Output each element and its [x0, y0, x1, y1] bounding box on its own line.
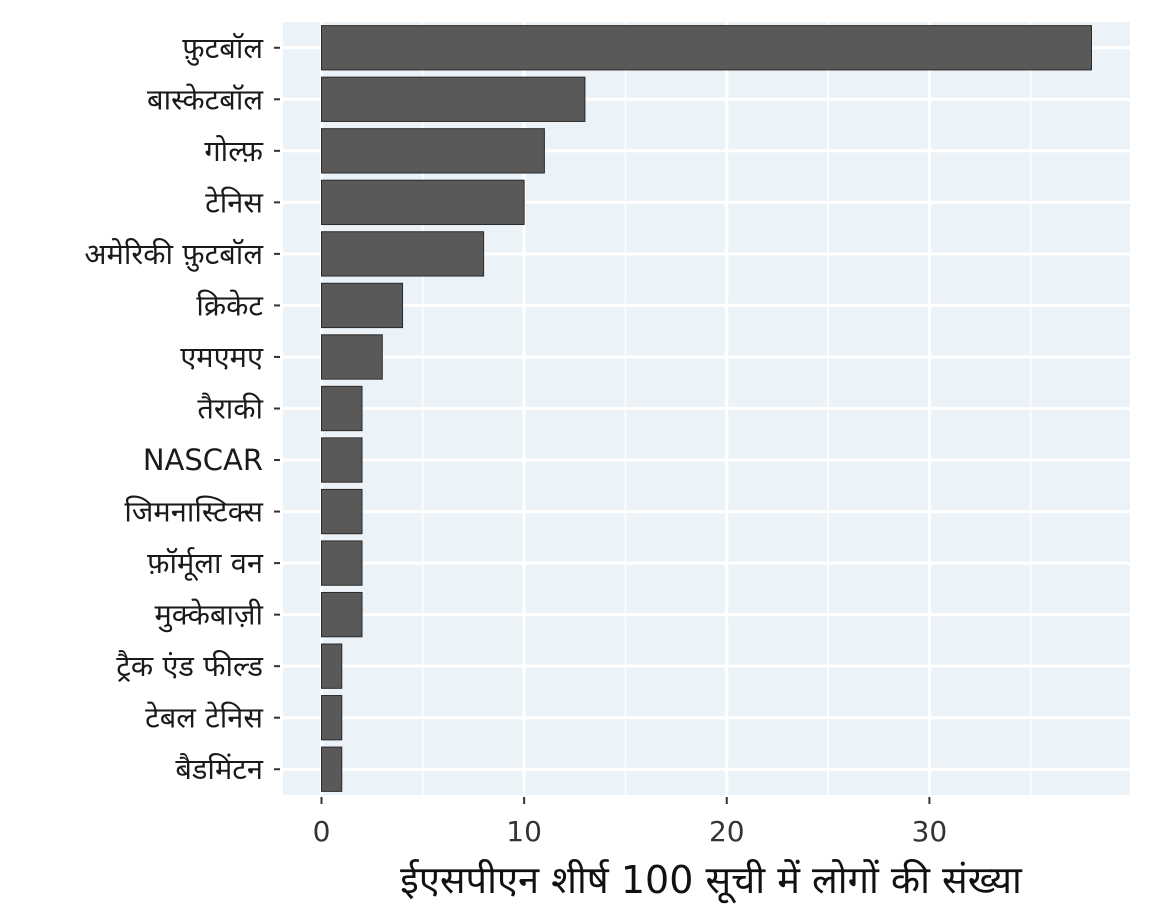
bar	[321, 695, 343, 741]
x-axis-title: ईएसपीएन शीर्ष 100 सूची में लोगों की संख्…	[400, 858, 1023, 904]
bar	[321, 643, 343, 689]
bar	[321, 591, 363, 638]
category-label: अमेरिकी फ़ुटबॉल	[84, 237, 264, 272]
category-label: एमएमए	[180, 340, 264, 374]
category-label: बास्केटबॉल	[147, 82, 264, 116]
category-label: फ़ुटबॉल	[182, 31, 264, 66]
y-axis: फ़ुटबॉल बास्केटबॉल गोल्फ़ टेनिस अमेरिकी फ़ुट…	[84, 31, 280, 786]
x-axis: 0 10 20 30	[313, 797, 948, 848]
bar	[321, 128, 545, 174]
x-tick-label: 30	[912, 815, 948, 848]
category-label: NASCAR	[143, 443, 263, 477]
bar	[321, 488, 363, 535]
category-label: क्रिकेट	[196, 288, 264, 322]
x-tick-label: 10	[506, 815, 542, 848]
bar	[321, 334, 383, 380]
bar	[321, 282, 404, 329]
category-label: टेबल टेनिस	[145, 701, 264, 735]
category-label: फ़ॉर्मूला वन	[147, 546, 264, 581]
category-label: जिमनास्टिक्स	[124, 495, 264, 529]
bar	[321, 385, 363, 432]
x-tick-label: 0	[313, 815, 331, 848]
bar	[321, 437, 363, 483]
bar	[321, 231, 485, 277]
bar	[321, 25, 1092, 71]
bar	[321, 76, 586, 122]
category-label: ट्रैक एंड फील्ड	[116, 649, 263, 683]
category-label: मुक्केबाज़ी	[154, 598, 263, 633]
x-tick-label: 20	[709, 815, 745, 848]
bar	[321, 179, 525, 226]
category-label: बैडमिंटन	[175, 752, 264, 786]
bars	[321, 25, 1092, 792]
bar	[321, 746, 343, 792]
bar	[321, 540, 363, 586]
category-label: गोल्फ़	[204, 134, 263, 168]
category-label: टेनिस	[205, 185, 264, 219]
category-label: तैराकी	[197, 392, 263, 426]
